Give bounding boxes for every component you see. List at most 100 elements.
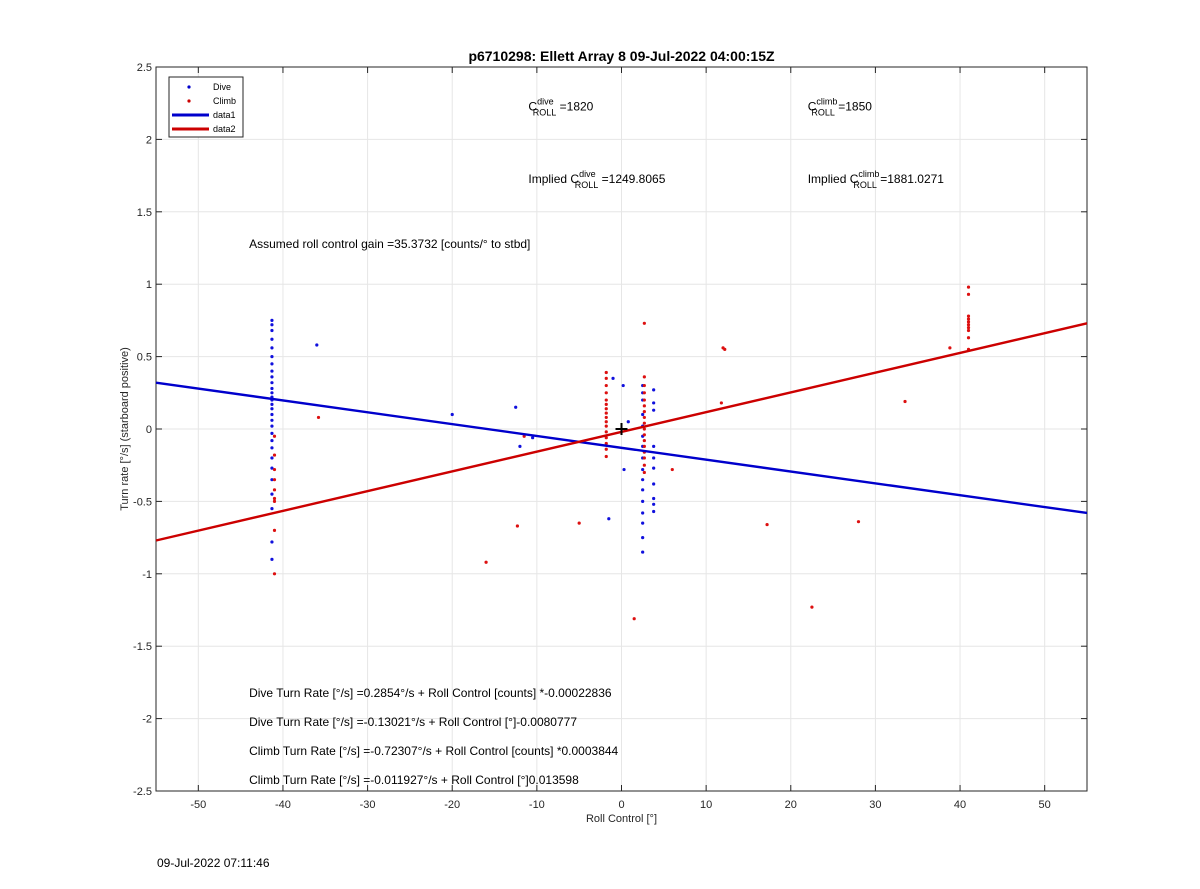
dive-point [518,444,522,448]
climb-point [272,434,277,438]
climb-point [272,453,277,457]
climb-point [642,391,646,395]
climb-point [966,292,971,296]
annotation-implied-climb: Implied Cclimb ROLL =1881.0271 [808,169,945,190]
dive-point [270,362,274,366]
climb-point [604,402,608,406]
dive-point [607,517,611,521]
legend: Dive Climb data1 data2 [168,76,244,138]
x-tick-label: 50 [1039,799,1051,811]
climb-point [723,347,727,351]
x-tick-label: 30 [869,799,881,811]
dive-point [270,381,274,385]
x-tick-label: -30 [360,799,376,811]
dive-point [652,466,656,470]
dive-point [270,431,274,435]
climb-point [272,478,277,482]
data1-fit-line [155,381,1088,515]
annotation-c-climb: Cclimb ROLL =1850 [808,96,873,117]
annotation-gain: Assumed roll control gain =35.3732 [coun… [249,237,530,251]
climb-point [966,320,971,324]
dive-point [270,386,274,391]
dive-point [641,536,645,540]
legend-marker [187,99,191,103]
climb-point [484,560,488,564]
dive-point [270,391,274,395]
legend-marker [187,85,191,89]
climb-point [515,524,519,528]
dive-point [621,383,625,388]
climb-point [642,404,646,408]
y-tick-label: -1 [142,569,152,581]
dive-point [652,496,656,501]
climb-point [272,572,277,576]
climb-point [272,499,277,503]
climb-point [604,424,608,428]
y-tick-label: 1 [146,279,152,291]
dive-point [641,499,645,503]
climb-point [642,470,646,475]
y-tick-label: 0 [146,424,152,436]
climb-point [604,415,608,420]
dive-point [622,467,626,472]
climb-point [604,436,608,440]
y-tick-label: -0.5 [133,496,152,508]
x-tick-label: -50 [190,799,206,811]
climb-point [604,441,608,446]
dive-point [270,318,274,322]
climb-point [316,415,321,420]
climb-point [272,528,277,532]
dive-point [652,401,656,405]
climb-point [272,496,277,501]
dive-point [270,418,274,422]
y-tick-label: 1.5 [137,207,152,219]
dive-point [270,337,274,341]
climb-point [577,521,581,525]
climb-point [272,467,277,472]
climb-point [810,605,814,609]
climb-point [604,430,608,434]
dive-point [641,550,645,554]
climb-point [856,520,861,524]
dive-point [270,540,274,544]
dive-point [270,438,274,443]
legend-label: data1 [213,110,236,120]
legend-box [168,76,244,138]
climb-point [966,314,971,318]
x-tick-label: 0 [618,799,624,811]
y-tick-label: -1.5 [133,641,152,653]
dive-point [641,478,645,482]
climb-point [604,376,608,380]
annotations: Cdive ROLL =1820 Cclimb ROLL =1850 Implied C… [249,96,944,786]
y-tick-label: 0.5 [137,352,152,364]
climb-point [966,326,971,330]
annotation-implied-dive: Implied Cdive ROLL =1249.8065 [528,169,665,190]
dive-point [641,467,645,472]
climb-point [604,447,608,451]
dive-point [270,456,274,460]
dive-point [270,402,274,406]
dive-point [270,355,274,359]
y-tick-label: -2 [142,714,152,726]
climb-point [604,398,608,402]
dive-point [652,509,656,514]
dive-point [270,507,274,511]
dive-point [531,436,535,440]
climb-point [670,467,674,472]
climb-point [903,399,907,404]
y-axis-label: Turn rate [°/s] (starboard positive) [119,347,131,511]
annotation-climb-counts: Climb Turn Rate [°/s] =-0.72307°/s + Rol… [249,744,618,758]
annotation-c-dive: Cdive ROLL =1820 [528,96,593,117]
climb-point [966,323,971,327]
dive-point [270,492,274,496]
climb-point [604,370,608,375]
dive-point [626,420,630,424]
climb-point [604,454,608,459]
dive-point [514,405,518,409]
climb-point [642,438,646,443]
legend-label: Dive [213,82,231,92]
dive-point [652,456,656,460]
dive-point [641,511,645,515]
axis-ticks: -50 -40 -30 -20 -10 0 10 20 30 40 50-2.5-2-1.5-1-0… [133,62,1087,811]
